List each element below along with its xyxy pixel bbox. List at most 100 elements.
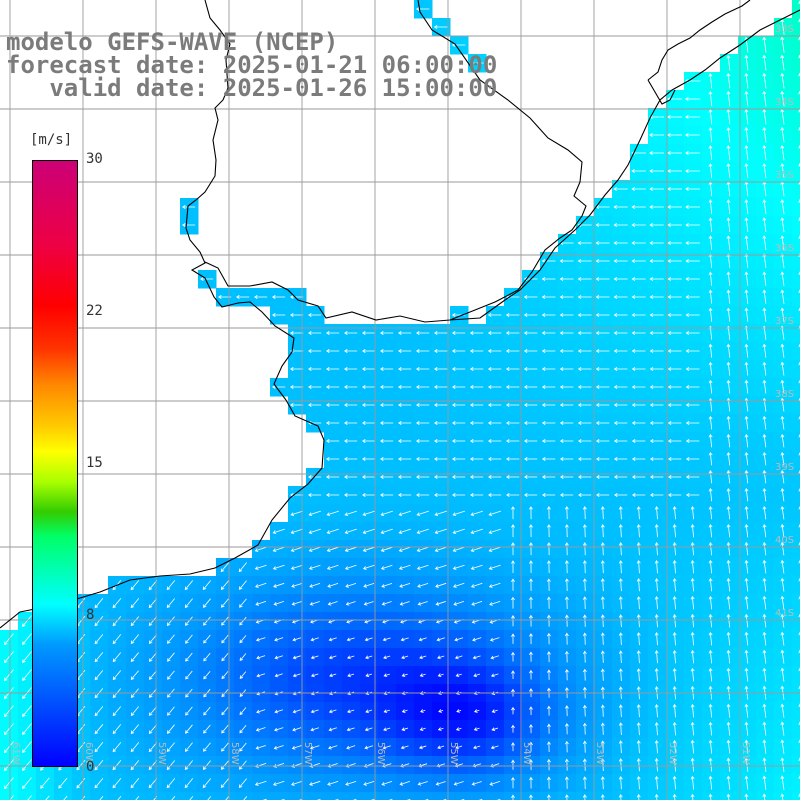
wind-arrow (344, 349, 358, 353)
wind-arrow (398, 510, 411, 517)
wind-arrow (690, 577, 695, 592)
wind-arrow (649, 385, 664, 389)
wind-arrow (726, 577, 731, 592)
wind-arrow (654, 757, 659, 772)
wind-arrow (690, 595, 695, 610)
wind-arrow (58, 777, 68, 789)
wind-arrow (184, 616, 193, 626)
wind-arrow (595, 241, 610, 245)
wind-arrow (452, 528, 465, 535)
wind-arrow (420, 709, 426, 713)
wind-arrow (600, 776, 605, 790)
wind-arrow (708, 469, 713, 484)
wind-arrow (780, 199, 785, 215)
wind-arrow (326, 510, 339, 517)
wind-arrow (744, 739, 749, 754)
wind-speed-cell (792, 216, 800, 235)
wind-arrow (112, 724, 122, 735)
wind-arrow (290, 546, 303, 552)
wind-arrow (708, 199, 713, 214)
wind-arrow (523, 403, 538, 407)
wind-arrow (326, 367, 340, 371)
wind-arrow (690, 613, 695, 628)
wind-arrow (362, 457, 376, 461)
wind-arrow (744, 631, 749, 646)
wind-arrow (239, 616, 247, 626)
wind-arrow (672, 559, 677, 574)
wind-arrow (541, 259, 556, 263)
wind-arrow (182, 223, 196, 227)
wind-arrow (488, 510, 501, 517)
wind-arrow (469, 331, 484, 335)
wind-arrow (708, 523, 713, 538)
wind-arrow (505, 349, 520, 353)
wind-arrow (780, 271, 785, 286)
wind-arrow (344, 403, 358, 407)
wind-arrow (546, 723, 551, 734)
wind-arrow (667, 115, 683, 119)
wind-arrow (708, 343, 713, 358)
wind-arrow (618, 722, 623, 736)
wind-arrow (649, 439, 664, 443)
wind-arrow (148, 760, 158, 771)
wind-arrow (523, 295, 538, 299)
longitude-label: 57W (302, 742, 313, 765)
wind-arrow (798, 451, 800, 456)
wind-arrow (365, 709, 373, 714)
wind-speed-cell (108, 792, 127, 800)
wind-arrow (511, 578, 515, 591)
wind-arrow (762, 595, 767, 610)
wind-arrow (523, 313, 538, 317)
wind-arrow (273, 745, 284, 750)
wind-arrow (546, 776, 551, 789)
wind-arrow (381, 781, 393, 786)
wind-arrow (744, 613, 749, 628)
wind-arrow (419, 727, 426, 731)
wind-arrow (685, 349, 700, 353)
wind-arrow (780, 379, 785, 394)
wind-arrow (654, 668, 659, 682)
wind-speed-cell (792, 702, 800, 721)
wind-arrow (690, 523, 695, 538)
wind-arrow (203, 724, 211, 734)
wind-arrow (99, 795, 104, 800)
wind-arrow (636, 542, 641, 556)
wind-arrow (202, 760, 211, 770)
wind-arrow (434, 510, 447, 517)
wind-arrow (418, 637, 427, 642)
wind-arrow (185, 670, 193, 680)
wind-arrow (685, 475, 700, 479)
wind-arrow (762, 559, 767, 574)
wind-arrow (762, 487, 767, 502)
wind-arrow (631, 385, 646, 389)
wind-arrow (654, 506, 659, 520)
wind-arrow (272, 546, 285, 552)
wind-arrow (744, 523, 749, 538)
wind-arrow (452, 546, 465, 552)
wind-arrow (470, 528, 483, 535)
wind-arrow (744, 289, 749, 304)
wind-arrow (564, 705, 569, 717)
wind-arrow (363, 582, 375, 588)
wind-arrow (614, 493, 628, 497)
wind-arrow (685, 151, 701, 155)
wind-arrow (380, 331, 394, 335)
wind-speed-cell (0, 792, 19, 800)
wind-arrow (708, 559, 713, 574)
wind-arrow (112, 670, 122, 681)
longitude-labels: 61W 60W 59W 58W 57W 56W 55W 54W 53W 52W 51W (10, 742, 751, 765)
wind-arrow (708, 757, 713, 772)
wind-arrow (780, 253, 785, 268)
wind-arrow (600, 614, 605, 627)
wind-arrow (708, 577, 713, 592)
wind-arrow (690, 793, 695, 800)
wind-arrow (618, 614, 623, 628)
wind-arrow (308, 475, 322, 479)
wind-arrow (577, 421, 592, 425)
wind-arrow (529, 596, 533, 609)
wind-speed-cell (792, 108, 800, 127)
wind-arrow (726, 559, 731, 574)
wind-arrow (541, 313, 556, 317)
wind-arrow (511, 651, 515, 662)
wind-speed-cell (792, 594, 800, 613)
